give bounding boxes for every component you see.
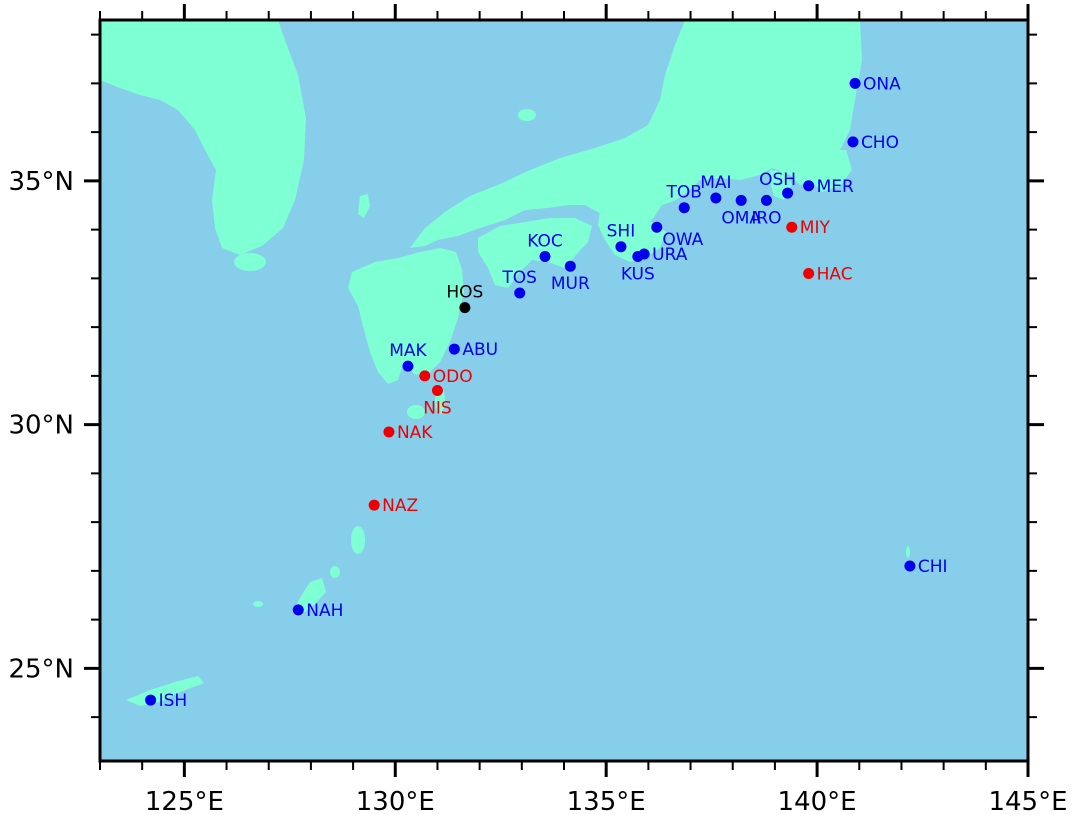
- y-tick-label: 30°N: [8, 411, 74, 441]
- station-marker-mai: [710, 192, 722, 204]
- station-marker-ish: [145, 694, 157, 706]
- tokunoshima-island: [330, 566, 340, 578]
- station-label-ona: ONA: [863, 74, 901, 94]
- station-marker-hac: [803, 268, 815, 279]
- x-tick-label: 145°E: [988, 787, 1067, 815]
- station-label-iro: IRO: [751, 208, 781, 228]
- station-label-ish: ISH: [159, 691, 188, 711]
- oki-island: [518, 109, 536, 121]
- station-label-miy: MIY: [800, 218, 831, 238]
- station-label-osh: OSH: [759, 170, 796, 190]
- station-label-hac: HAC: [817, 265, 853, 285]
- station-marker-odo: [419, 370, 431, 382]
- y-tick-label: 35°N: [8, 167, 74, 197]
- station-label-mai: MAI: [700, 173, 731, 193]
- station-label-odo: ODO: [433, 367, 473, 387]
- station-marker-iro: [760, 194, 772, 206]
- kyushu-landmass: [348, 248, 464, 384]
- station-marker-hos: [459, 302, 471, 314]
- station-marker-shi: [615, 241, 627, 253]
- station-marker-mer: [803, 180, 815, 192]
- okinawa-island: [292, 578, 326, 612]
- station-label-owa: OWA: [662, 230, 703, 250]
- station-marker-osh: [782, 187, 794, 199]
- chichijima-island: [906, 546, 910, 558]
- station-label-nah: NAH: [306, 601, 343, 621]
- station-label-mak: MAK: [389, 341, 427, 361]
- station-label-tob: TOB: [665, 183, 701, 203]
- station-marker-ona: [849, 77, 861, 89]
- station-marker-naz: [368, 499, 380, 511]
- station-label-koc: KOC: [527, 231, 562, 251]
- axis-ticks: [84, 4, 1044, 777]
- station-marker-mur: [564, 260, 576, 272]
- station-label-kus: KUS: [621, 264, 655, 284]
- x-tick-label: 125°E: [145, 787, 224, 815]
- station-marker-chi: [904, 560, 916, 572]
- x-tick-label: 140°E: [778, 787, 857, 815]
- boso-peninsula: [812, 150, 852, 192]
- station-marker-tob: [678, 202, 690, 214]
- station-marker-abu: [448, 343, 460, 355]
- station-label-hos: HOS: [446, 283, 483, 303]
- y-tick-label: 25°N: [8, 654, 74, 684]
- station-label-naz: NAZ: [382, 496, 418, 516]
- korea-landmass: [100, 20, 306, 255]
- tsushima-island: [358, 194, 370, 218]
- station-marker-nah: [292, 604, 304, 616]
- station-label-mer: MER: [817, 177, 854, 197]
- station-marker-miy: [786, 221, 798, 233]
- station-marker-cho: [847, 136, 859, 148]
- x-tick-label: 135°E: [567, 787, 646, 815]
- station-label-cho: CHO: [861, 133, 899, 153]
- honshu-landmass: [410, 20, 862, 248]
- shikoku-landmass: [478, 218, 592, 288]
- station-marker-mak: [402, 360, 414, 372]
- station-marker-kus: [632, 250, 644, 262]
- x-tick-label: 130°E: [356, 787, 435, 815]
- miyako-island: [253, 601, 263, 607]
- axis-tick-labels: 125°E 130°E 135°E 140°E 145°E 25°N 30°N 35°N: [8, 167, 1067, 815]
- station-label-ura: URA: [652, 245, 688, 265]
- station-marker-nis: [431, 385, 443, 396]
- station-label-oma: OMA: [721, 208, 761, 228]
- station-marker-oma: [735, 194, 747, 206]
- yakushima-island: [407, 405, 425, 419]
- land-masses: [100, 20, 910, 706]
- station-marker-koc: [539, 250, 551, 262]
- station-marker-owa: [651, 221, 663, 233]
- station-label-chi: CHI: [918, 557, 948, 577]
- station-label-abu: ABU: [462, 340, 498, 360]
- jeju-island: [234, 253, 266, 271]
- sado-island: [734, 24, 750, 40]
- station-label-nak: NAK: [397, 423, 433, 443]
- station-marker-nak: [383, 426, 395, 438]
- station-label-nis: NIS: [423, 399, 452, 419]
- station-label-shi: SHI: [607, 222, 636, 242]
- station-marker-tos: [514, 287, 526, 299]
- station-label-tos: TOS: [501, 268, 537, 288]
- station-label-mur: MUR: [551, 274, 590, 294]
- kii-peninsula: [598, 212, 666, 262]
- amami-island: [351, 526, 365, 554]
